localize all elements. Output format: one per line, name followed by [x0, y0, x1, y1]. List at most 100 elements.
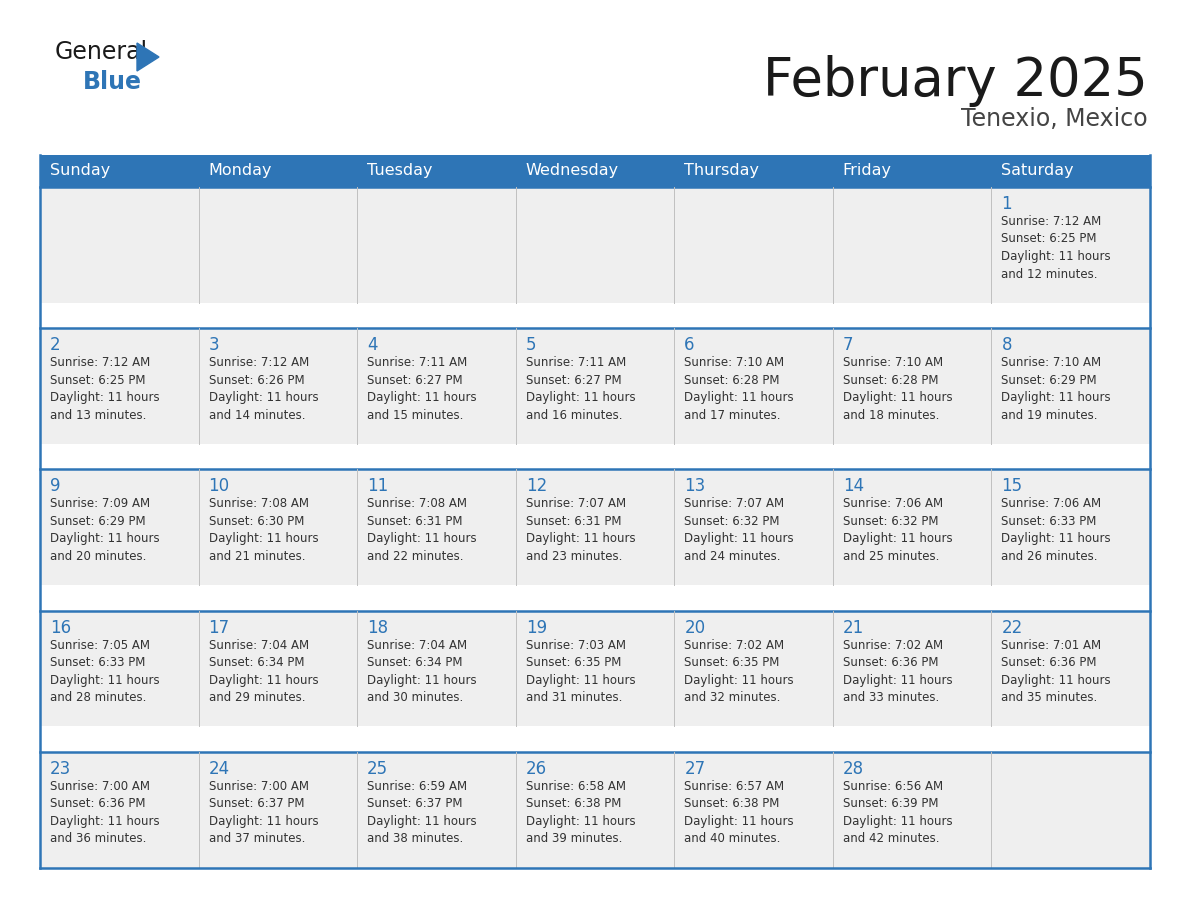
Bar — [40, 155, 198, 187]
Bar — [198, 329, 358, 444]
Text: Sunrise: 7:12 AM
Sunset: 6:25 PM
Daylight: 11 hours
and 13 minutes.: Sunrise: 7:12 AM Sunset: 6:25 PM Dayligh… — [50, 356, 159, 421]
Text: Sunrise: 7:10 AM
Sunset: 6:28 PM
Daylight: 11 hours
and 17 minutes.: Sunrise: 7:10 AM Sunset: 6:28 PM Dayligh… — [684, 356, 794, 421]
Bar — [40, 329, 198, 444]
Bar — [516, 329, 675, 444]
Text: Sunrise: 7:11 AM
Sunset: 6:27 PM
Daylight: 11 hours
and 16 minutes.: Sunrise: 7:11 AM Sunset: 6:27 PM Dayligh… — [526, 356, 636, 421]
Text: Sunrise: 7:11 AM
Sunset: 6:27 PM
Daylight: 11 hours
and 15 minutes.: Sunrise: 7:11 AM Sunset: 6:27 PM Dayligh… — [367, 356, 476, 421]
Text: 28: 28 — [842, 760, 864, 778]
Bar — [358, 469, 516, 585]
Text: 21: 21 — [842, 619, 864, 636]
Text: Sunrise: 7:03 AM
Sunset: 6:35 PM
Daylight: 11 hours
and 31 minutes.: Sunrise: 7:03 AM Sunset: 6:35 PM Dayligh… — [526, 639, 636, 704]
Bar — [516, 187, 675, 303]
Text: 15: 15 — [1001, 477, 1023, 496]
Text: 4: 4 — [367, 336, 378, 354]
Text: Sunrise: 7:04 AM
Sunset: 6:34 PM
Daylight: 11 hours
and 30 minutes.: Sunrise: 7:04 AM Sunset: 6:34 PM Dayligh… — [367, 639, 476, 704]
Bar — [198, 610, 358, 726]
Text: 11: 11 — [367, 477, 388, 496]
Text: 23: 23 — [50, 760, 71, 778]
Text: 25: 25 — [367, 760, 388, 778]
Text: Sunrise: 6:56 AM
Sunset: 6:39 PM
Daylight: 11 hours
and 42 minutes.: Sunrise: 6:56 AM Sunset: 6:39 PM Dayligh… — [842, 779, 953, 845]
Text: Saturday: Saturday — [1001, 163, 1074, 178]
Text: Sunrise: 7:04 AM
Sunset: 6:34 PM
Daylight: 11 hours
and 29 minutes.: Sunrise: 7:04 AM Sunset: 6:34 PM Dayligh… — [209, 639, 318, 704]
Text: General: General — [55, 40, 148, 64]
Text: 7: 7 — [842, 336, 853, 354]
Text: Sunrise: 7:07 AM
Sunset: 6:31 PM
Daylight: 11 hours
and 23 minutes.: Sunrise: 7:07 AM Sunset: 6:31 PM Dayligh… — [526, 498, 636, 563]
Bar — [992, 469, 1150, 585]
Text: Sunday: Sunday — [50, 163, 110, 178]
Bar — [198, 187, 358, 303]
Text: Sunrise: 7:10 AM
Sunset: 6:29 PM
Daylight: 11 hours
and 19 minutes.: Sunrise: 7:10 AM Sunset: 6:29 PM Dayligh… — [1001, 356, 1111, 421]
Bar — [516, 155, 675, 187]
Text: Sunrise: 7:12 AM
Sunset: 6:25 PM
Daylight: 11 hours
and 12 minutes.: Sunrise: 7:12 AM Sunset: 6:25 PM Dayligh… — [1001, 215, 1111, 281]
Bar — [198, 752, 358, 868]
Text: Wednesday: Wednesday — [526, 163, 619, 178]
Text: 24: 24 — [209, 760, 229, 778]
Text: Blue: Blue — [83, 70, 143, 94]
Text: Sunrise: 6:58 AM
Sunset: 6:38 PM
Daylight: 11 hours
and 39 minutes.: Sunrise: 6:58 AM Sunset: 6:38 PM Dayligh… — [526, 779, 636, 845]
Text: 2: 2 — [50, 336, 61, 354]
Text: Monday: Monday — [209, 163, 272, 178]
Text: 18: 18 — [367, 619, 388, 636]
Text: 16: 16 — [50, 619, 71, 636]
Text: 1: 1 — [1001, 195, 1012, 213]
Bar — [358, 752, 516, 868]
Bar — [833, 155, 992, 187]
Bar — [675, 469, 833, 585]
Text: Sunrise: 7:08 AM
Sunset: 6:31 PM
Daylight: 11 hours
and 22 minutes.: Sunrise: 7:08 AM Sunset: 6:31 PM Dayligh… — [367, 498, 476, 563]
Bar — [992, 752, 1150, 868]
Bar — [833, 752, 992, 868]
Bar — [833, 469, 992, 585]
Bar — [516, 610, 675, 726]
Polygon shape — [137, 43, 159, 71]
Text: 3: 3 — [209, 336, 220, 354]
Text: Sunrise: 7:02 AM
Sunset: 6:36 PM
Daylight: 11 hours
and 33 minutes.: Sunrise: 7:02 AM Sunset: 6:36 PM Dayligh… — [842, 639, 953, 704]
Text: 9: 9 — [50, 477, 61, 496]
Bar — [516, 469, 675, 585]
Bar — [358, 329, 516, 444]
Text: 6: 6 — [684, 336, 695, 354]
Text: Sunrise: 6:59 AM
Sunset: 6:37 PM
Daylight: 11 hours
and 38 minutes.: Sunrise: 6:59 AM Sunset: 6:37 PM Dayligh… — [367, 779, 476, 845]
Text: 8: 8 — [1001, 336, 1012, 354]
Bar — [675, 329, 833, 444]
Text: Sunrise: 7:08 AM
Sunset: 6:30 PM
Daylight: 11 hours
and 21 minutes.: Sunrise: 7:08 AM Sunset: 6:30 PM Dayligh… — [209, 498, 318, 563]
Bar — [675, 752, 833, 868]
Text: Sunrise: 7:10 AM
Sunset: 6:28 PM
Daylight: 11 hours
and 18 minutes.: Sunrise: 7:10 AM Sunset: 6:28 PM Dayligh… — [842, 356, 953, 421]
Text: Tuesday: Tuesday — [367, 163, 432, 178]
Bar — [358, 610, 516, 726]
Text: Sunrise: 7:12 AM
Sunset: 6:26 PM
Daylight: 11 hours
and 14 minutes.: Sunrise: 7:12 AM Sunset: 6:26 PM Dayligh… — [209, 356, 318, 421]
Bar — [833, 329, 992, 444]
Text: 20: 20 — [684, 619, 706, 636]
Bar — [675, 155, 833, 187]
Text: Thursday: Thursday — [684, 163, 759, 178]
Bar — [992, 187, 1150, 303]
Bar — [40, 752, 198, 868]
Text: Tenexio, Mexico: Tenexio, Mexico — [961, 107, 1148, 131]
Bar — [40, 187, 198, 303]
Bar — [833, 187, 992, 303]
Text: 19: 19 — [526, 619, 546, 636]
Text: Sunrise: 7:00 AM
Sunset: 6:36 PM
Daylight: 11 hours
and 36 minutes.: Sunrise: 7:00 AM Sunset: 6:36 PM Dayligh… — [50, 779, 159, 845]
Text: Sunrise: 7:09 AM
Sunset: 6:29 PM
Daylight: 11 hours
and 20 minutes.: Sunrise: 7:09 AM Sunset: 6:29 PM Dayligh… — [50, 498, 159, 563]
Text: 22: 22 — [1001, 619, 1023, 636]
Bar — [992, 155, 1150, 187]
Text: 12: 12 — [526, 477, 546, 496]
Text: Sunrise: 7:01 AM
Sunset: 6:36 PM
Daylight: 11 hours
and 35 minutes.: Sunrise: 7:01 AM Sunset: 6:36 PM Dayligh… — [1001, 639, 1111, 704]
Text: 14: 14 — [842, 477, 864, 496]
Text: 17: 17 — [209, 619, 229, 636]
Bar — [833, 610, 992, 726]
Text: Sunrise: 7:07 AM
Sunset: 6:32 PM
Daylight: 11 hours
and 24 minutes.: Sunrise: 7:07 AM Sunset: 6:32 PM Dayligh… — [684, 498, 794, 563]
Text: Sunrise: 7:06 AM
Sunset: 6:32 PM
Daylight: 11 hours
and 25 minutes.: Sunrise: 7:06 AM Sunset: 6:32 PM Dayligh… — [842, 498, 953, 563]
Text: Sunrise: 7:02 AM
Sunset: 6:35 PM
Daylight: 11 hours
and 32 minutes.: Sunrise: 7:02 AM Sunset: 6:35 PM Dayligh… — [684, 639, 794, 704]
Text: Sunrise: 6:57 AM
Sunset: 6:38 PM
Daylight: 11 hours
and 40 minutes.: Sunrise: 6:57 AM Sunset: 6:38 PM Dayligh… — [684, 779, 794, 845]
Bar — [675, 610, 833, 726]
Text: 13: 13 — [684, 477, 706, 496]
Bar — [358, 187, 516, 303]
Text: Sunrise: 7:00 AM
Sunset: 6:37 PM
Daylight: 11 hours
and 37 minutes.: Sunrise: 7:00 AM Sunset: 6:37 PM Dayligh… — [209, 779, 318, 845]
Text: 26: 26 — [526, 760, 546, 778]
Bar — [516, 752, 675, 868]
Text: Friday: Friday — [842, 163, 892, 178]
Text: 5: 5 — [526, 336, 536, 354]
Bar — [40, 469, 198, 585]
Bar — [198, 469, 358, 585]
Bar — [992, 329, 1150, 444]
